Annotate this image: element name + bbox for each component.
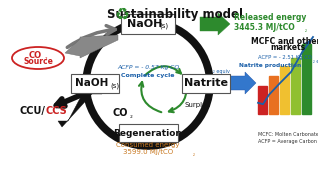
Text: MCFC and others: MCFC and others (251, 36, 318, 46)
Polygon shape (229, 72, 256, 94)
Text: Natrite production: Natrite production (239, 63, 301, 67)
Bar (269, 75, 278, 114)
Bar (258, 86, 267, 114)
Text: NaOH: NaOH (127, 19, 163, 29)
Text: CO: CO (112, 108, 128, 118)
FancyBboxPatch shape (121, 14, 175, 34)
Text: ₂: ₂ (129, 113, 132, 119)
Text: Consumed energy: Consumed energy (116, 142, 180, 148)
Text: Source: Source (23, 57, 53, 67)
Text: ACFP = Average Carbon FootPrint: ACFP = Average Carbon FootPrint (258, 139, 318, 143)
Text: ₂: ₂ (305, 28, 307, 33)
FancyBboxPatch shape (71, 74, 119, 93)
Text: NaOH: NaOH (75, 78, 109, 88)
Bar (302, 44, 311, 114)
Text: Sustainability model: Sustainability model (107, 8, 243, 21)
Text: CO: CO (28, 50, 42, 60)
Text: 3445.3 MJ/tCO: 3445.3 MJ/tCO (234, 22, 295, 32)
Polygon shape (65, 35, 118, 58)
Text: ₂ equiv: ₂ equiv (313, 59, 318, 64)
Polygon shape (58, 89, 102, 127)
Text: ♻: ♻ (114, 5, 129, 23)
Text: Complete cycle: Complete cycle (121, 74, 175, 78)
Text: CCS: CCS (45, 106, 67, 116)
Bar (291, 58, 300, 114)
FancyBboxPatch shape (119, 124, 178, 142)
Text: 3599.0 MJ/tCO: 3599.0 MJ/tCO (123, 149, 173, 155)
Text: (s): (s) (159, 23, 169, 29)
FancyBboxPatch shape (182, 74, 230, 93)
Text: (s): (s) (110, 82, 120, 89)
Text: ₂ equiv: ₂ equiv (213, 68, 230, 74)
Text: ₂: ₂ (193, 153, 195, 157)
Text: MCFC: Molten Carbonate Fuel Cell: MCFC: Molten Carbonate Fuel Cell (258, 132, 318, 136)
Text: Released energy: Released energy (234, 13, 306, 22)
Text: ₂: ₂ (45, 56, 47, 60)
Text: markets: markets (270, 43, 306, 53)
Bar (280, 66, 289, 114)
Text: Surplus: Surplus (185, 102, 211, 108)
Text: ACFP = - 0.57 Kg CO: ACFP = - 0.57 Kg CO (117, 66, 179, 70)
Text: ACFP = - 2.51 Kg CO: ACFP = - 2.51 Kg CO (258, 56, 312, 60)
Text: Natrite: Natrite (184, 78, 228, 88)
Text: Regeneration: Regeneration (114, 129, 183, 138)
Polygon shape (200, 13, 230, 35)
Text: CCU/: CCU/ (20, 106, 46, 116)
